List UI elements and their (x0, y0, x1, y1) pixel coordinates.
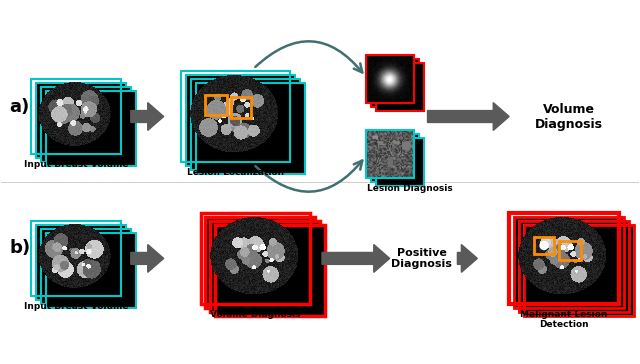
Text: Volume
Diagnosis: Volume Diagnosis (535, 103, 603, 131)
Bar (36, 83, 126, 158)
Bar (191, 79, 300, 170)
Bar (519, 221, 628, 312)
Bar (205, 217, 315, 308)
Polygon shape (131, 245, 164, 272)
Text: b): b) (10, 240, 31, 257)
Bar (371, 134, 419, 182)
Circle shape (540, 242, 548, 249)
Polygon shape (131, 103, 164, 130)
Bar (534, 237, 554, 254)
Text: a): a) (10, 98, 29, 116)
Bar (366, 55, 413, 103)
Bar (216, 225, 325, 316)
Bar (41, 229, 131, 304)
Bar (509, 213, 619, 304)
Bar (186, 75, 295, 166)
Text: Input Breast Volume: Input Breast Volume (24, 160, 128, 169)
Bar (46, 91, 136, 166)
Bar (371, 59, 419, 107)
Polygon shape (428, 103, 509, 130)
Bar (559, 241, 581, 260)
Bar (200, 213, 310, 304)
Bar (366, 130, 413, 178)
Text: Input Breast Volume: Input Breast Volume (24, 302, 128, 311)
Text: Lesion Localization: Lesion Localization (187, 168, 284, 177)
Text: Malignant Lesion
Detection: Malignant Lesion Detection (520, 310, 607, 329)
Bar (41, 87, 131, 162)
Bar (36, 225, 126, 300)
Bar (376, 63, 424, 111)
Bar (211, 221, 320, 312)
Bar (376, 138, 424, 186)
Bar (514, 217, 623, 308)
Bar (524, 225, 634, 316)
Text: Lesion Diagnosis: Lesion Diagnosis (367, 184, 452, 193)
Bar (46, 233, 136, 308)
Bar (519, 221, 628, 312)
Bar (205, 95, 227, 115)
Polygon shape (458, 245, 477, 272)
Bar (31, 221, 121, 296)
Text: Positive
Diagnosis: Positive Diagnosis (391, 248, 452, 269)
Polygon shape (322, 245, 390, 272)
Bar (509, 213, 619, 304)
Text: Volume Diagnosis: Volume Diagnosis (210, 310, 301, 319)
Bar (232, 97, 252, 119)
Bar (514, 217, 623, 308)
Bar (196, 83, 305, 174)
Bar (180, 71, 290, 162)
Bar (524, 225, 634, 316)
Bar (31, 79, 121, 154)
